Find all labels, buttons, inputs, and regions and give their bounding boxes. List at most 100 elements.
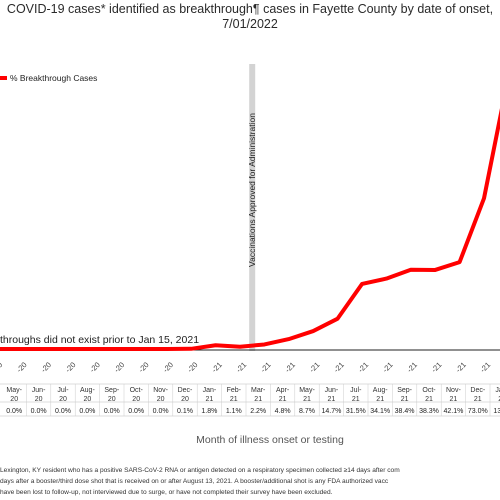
table-header-year: 21 <box>230 396 238 403</box>
table-header-month: Jul- <box>350 387 362 394</box>
table-header-month: Nov- <box>446 387 461 394</box>
table-header-month: Apr- <box>276 387 290 394</box>
table-value: 0.1% <box>177 408 193 415</box>
table-header-month: Sep- <box>397 387 412 394</box>
table-header-month: Feb- <box>227 387 242 394</box>
table-value: 0.0% <box>55 408 71 415</box>
table-header-year: 21 <box>401 396 409 403</box>
x-tick-label: -20 <box>137 360 151 374</box>
x-axis-title: Month of illness onset or testing <box>196 434 344 446</box>
x-tick-label: -21 <box>259 360 273 374</box>
table-header-month: Dec- <box>178 387 193 394</box>
data-point <box>189 347 193 351</box>
chart-title: COVID-19 cases* identified as breakthrou… <box>0 2 500 32</box>
data-point <box>458 260 462 264</box>
footnote-line-1: Lexington, KY resident who has a positiv… <box>0 467 400 474</box>
data-point <box>140 347 144 351</box>
table-header-year: 21 <box>352 396 360 403</box>
table-header-year: 20 <box>59 396 67 403</box>
table-value: 38.4% <box>395 408 415 415</box>
table-header-month: Mar- <box>251 387 266 394</box>
table-value: 132.1 <box>493 408 500 415</box>
data-point <box>311 329 315 333</box>
data-point <box>238 345 242 349</box>
x-tick-label: -21 <box>381 360 395 374</box>
footnote-line-2: days after a booster/third dose shot tha… <box>0 478 389 485</box>
x-tick-label: -21 <box>234 360 248 374</box>
table-header-month: Jun- <box>325 387 339 394</box>
x-tick-label: -20 <box>161 360 175 374</box>
table-header-year: 20 <box>132 396 140 403</box>
table-value: 73.0% <box>468 408 488 415</box>
data-point <box>67 347 71 351</box>
table-header-year: 21 <box>206 396 214 403</box>
table-header-year: 21 <box>425 396 433 403</box>
x-tick-label: -20 <box>88 360 102 374</box>
table-header-year: 20 <box>35 396 43 403</box>
legend-label: % Breakthrough Cases <box>10 73 97 83</box>
table-value: 31.5% <box>346 408 366 415</box>
x-tick-label: -21 <box>307 360 321 374</box>
data-point <box>384 277 388 281</box>
table-value: 2.2% <box>250 408 266 415</box>
table-header-year: 21 <box>303 396 311 403</box>
x-tick-label: -20 <box>63 360 77 374</box>
table-header-year: 21 <box>328 396 336 403</box>
data-point <box>214 343 218 347</box>
vaccination-approval-line <box>249 64 256 351</box>
data-point <box>92 347 96 351</box>
table-header-month: Aug- <box>80 387 95 394</box>
table-value: 4.8% <box>275 408 291 415</box>
data-point <box>287 337 291 341</box>
table-header-month: Dec- <box>470 387 485 394</box>
table-value: 0.0% <box>153 408 169 415</box>
table-header-month: May- <box>6 387 22 394</box>
table-header-year: 21 <box>450 396 458 403</box>
chart-title-line1: COVID-19 cases* identified as breakthrou… <box>6 2 494 16</box>
table-header-month: Oct- <box>130 387 144 394</box>
data-point <box>336 317 340 321</box>
x-tick-label: -21 <box>405 360 419 374</box>
table-header-year: 21 <box>376 396 384 403</box>
data-point <box>433 268 437 272</box>
footnote-line-3: have been lost to follow-up, not intervi… <box>0 489 333 496</box>
table-header-year: 21 <box>254 396 262 403</box>
table-header-month: Jan- <box>495 387 500 394</box>
table-header-month: Sep- <box>104 387 119 394</box>
table-value: 42.1% <box>443 408 463 415</box>
data-point <box>482 196 486 200</box>
table-value: 0.0% <box>6 408 22 415</box>
data-point <box>18 347 22 351</box>
table-header-year: 20 <box>157 396 165 403</box>
data-point <box>360 282 364 286</box>
table-header-month: Nov- <box>153 387 168 394</box>
vaccination-annotation: Vaccinations Approved for Administration <box>247 113 257 267</box>
table-header-month: Jan- <box>203 387 217 394</box>
x-tick-label: -21 <box>283 360 297 374</box>
table-header-year: 20 <box>108 396 116 403</box>
table-header-month: Oct- <box>422 387 436 394</box>
chart-title-line2: 7/01/2022 <box>222 17 278 31</box>
table-value: 1.1% <box>226 408 242 415</box>
x-tick-label: -21 <box>454 360 468 374</box>
table-value: 0.0% <box>79 408 95 415</box>
table-header-month: Aug- <box>373 387 388 394</box>
table-header-month: Jun- <box>32 387 46 394</box>
pre-vaccine-note: throughs did not exist prior to Jan 15, … <box>0 334 199 346</box>
table-header-month: May- <box>299 387 315 394</box>
x-tick-label: -21 <box>478 360 492 374</box>
data-point <box>165 347 169 351</box>
x-tick-label: -21 <box>429 360 443 374</box>
x-tick-label: -21 <box>332 360 346 374</box>
table-header-year: 20 <box>10 396 18 403</box>
data-point <box>409 268 413 272</box>
x-tick-label: -20 <box>112 360 126 374</box>
table-header-year: 21 <box>279 396 287 403</box>
x-tick-label: -21 <box>210 360 224 374</box>
data-point <box>116 347 120 351</box>
table-header-year: 21 <box>474 396 482 403</box>
table-value: 0.0% <box>128 408 144 415</box>
table-header-year: 20 <box>84 396 92 403</box>
table-header-year: 22 <box>498 396 500 403</box>
